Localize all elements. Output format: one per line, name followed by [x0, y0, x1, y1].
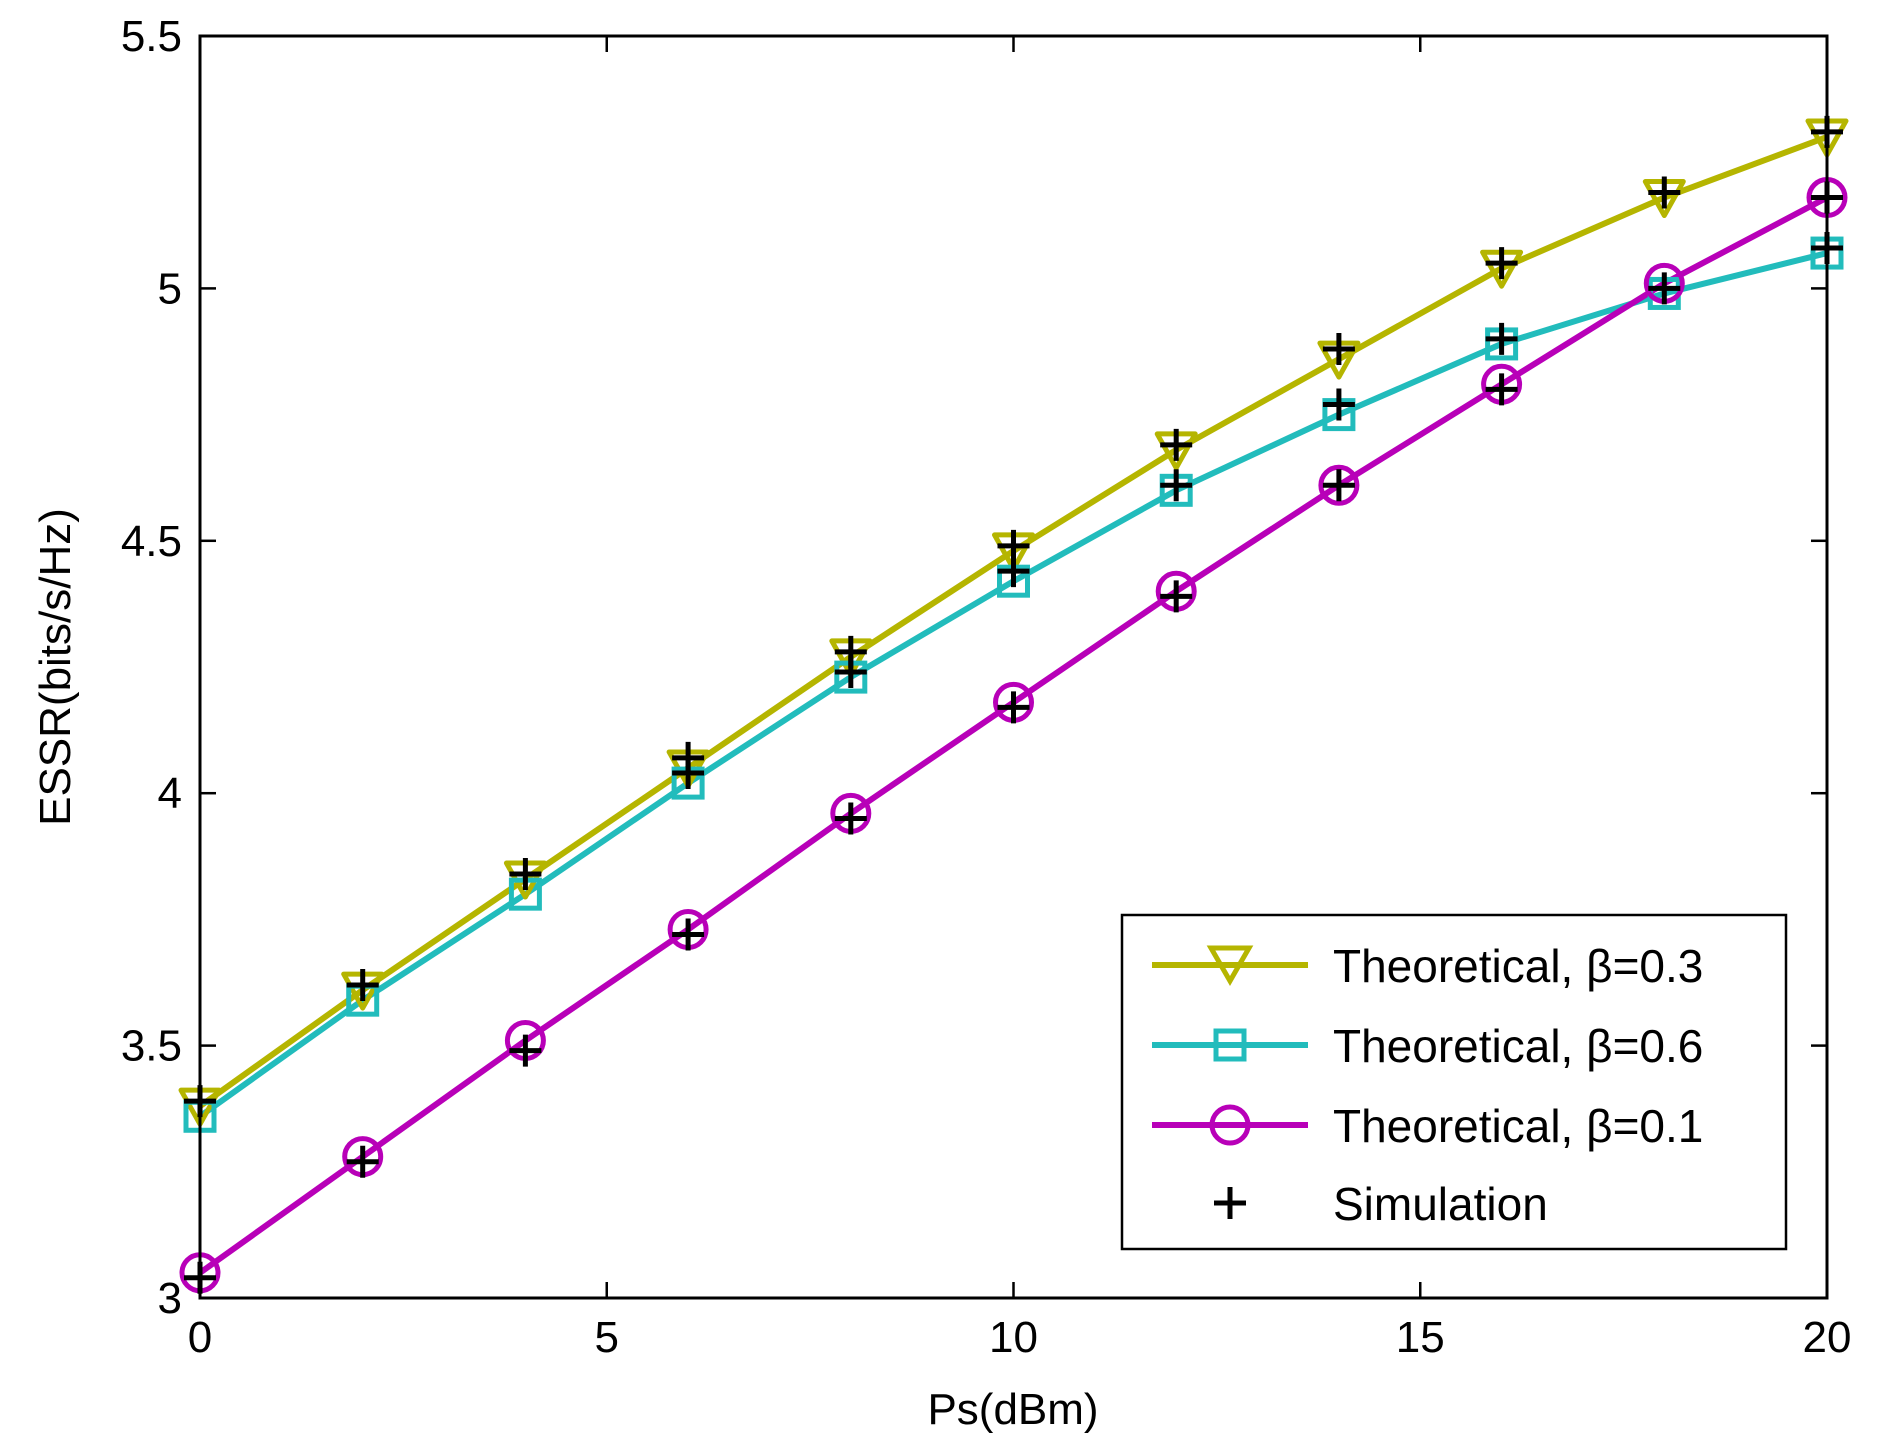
legend-square-marker	[1213, 1028, 1247, 1062]
legend-item-simulation: Simulation	[1214, 1178, 1548, 1230]
simulation-plus-marker	[346, 969, 379, 1002]
simulation-plus-marker	[509, 857, 542, 890]
simulation-plus-marker	[834, 656, 867, 689]
simulation-plus-marker	[834, 802, 867, 835]
simulation-plus-marker	[1485, 247, 1518, 280]
simulation-plus-marker	[997, 555, 1030, 588]
x-tick-label: 15	[1396, 1313, 1445, 1362]
legend-circle-marker	[1209, 1104, 1251, 1146]
legend-label-beta-0.6: Theoretical, β=0.6	[1333, 1020, 1703, 1072]
x-tick-label: 5	[595, 1313, 619, 1362]
y-tick-label: 3.5	[121, 1022, 182, 1071]
legend-box	[1120, 913, 1788, 1251]
simulation-plus-marker	[1160, 428, 1193, 461]
y-tick-labels: 3 3.5 4 4.5 5 5.5	[121, 12, 182, 1323]
legend: Theoretical, β=0.3 Theoretical, β=0.6 Th…	[1120, 913, 1788, 1251]
y-axis-label: ESSR(bits/s/Hz)	[31, 508, 80, 826]
x-axis-label: Ps(dBm)	[927, 1385, 1098, 1434]
legend-plus-marker	[1214, 1187, 1246, 1219]
simulation-plus-marker	[1322, 388, 1355, 421]
x-tick-label: 10	[989, 1313, 1038, 1362]
legend-item-beta-0.3: Theoretical, β=0.3	[1152, 940, 1703, 992]
legend-item-beta-0.1: Theoretical, β=0.1	[1152, 1100, 1703, 1152]
y-tick-label: 3	[158, 1274, 182, 1323]
simulation-plus-marker	[1648, 272, 1681, 305]
circle-marker	[1318, 464, 1360, 506]
simulation-plus-marker	[1160, 469, 1193, 502]
plot-frame	[198, 34, 1829, 1300]
simulation-plus-marker	[1648, 176, 1681, 209]
legend-triangle-marker	[1206, 945, 1254, 987]
legend-label-simulation: Simulation	[1333, 1178, 1548, 1230]
x-tick-labels: 0 5 10 15 20	[188, 1313, 1852, 1362]
simulation-plus-marker	[1322, 469, 1355, 502]
simulation-plus-marker	[997, 691, 1030, 724]
simulation-plus-marker	[1485, 373, 1518, 406]
x-tick-label: 0	[188, 1313, 212, 1362]
y-tick-label: 4.5	[121, 517, 182, 566]
simulation-plus-marker	[509, 1034, 542, 1067]
simulation-plus-marker	[1160, 580, 1193, 613]
legend-item-beta-0.6: Theoretical, β=0.6	[1152, 1020, 1703, 1072]
simulation-plus-marker	[672, 918, 705, 951]
y-tick-label: 5.5	[121, 12, 182, 61]
simulation-plus-marker	[672, 757, 705, 790]
x-tick-label: 20	[1803, 1313, 1852, 1362]
simulation-plus-marker	[1322, 332, 1355, 365]
y-tick-label: 5	[158, 264, 182, 313]
y-tick-label: 4	[158, 769, 182, 818]
simulation-plus-marker	[346, 1145, 379, 1178]
legend-label-beta-0.1: Theoretical, β=0.1	[1333, 1100, 1703, 1152]
simulation-plus-marker	[1485, 322, 1518, 355]
legend-label-beta-0.3: Theoretical, β=0.3	[1333, 940, 1703, 992]
